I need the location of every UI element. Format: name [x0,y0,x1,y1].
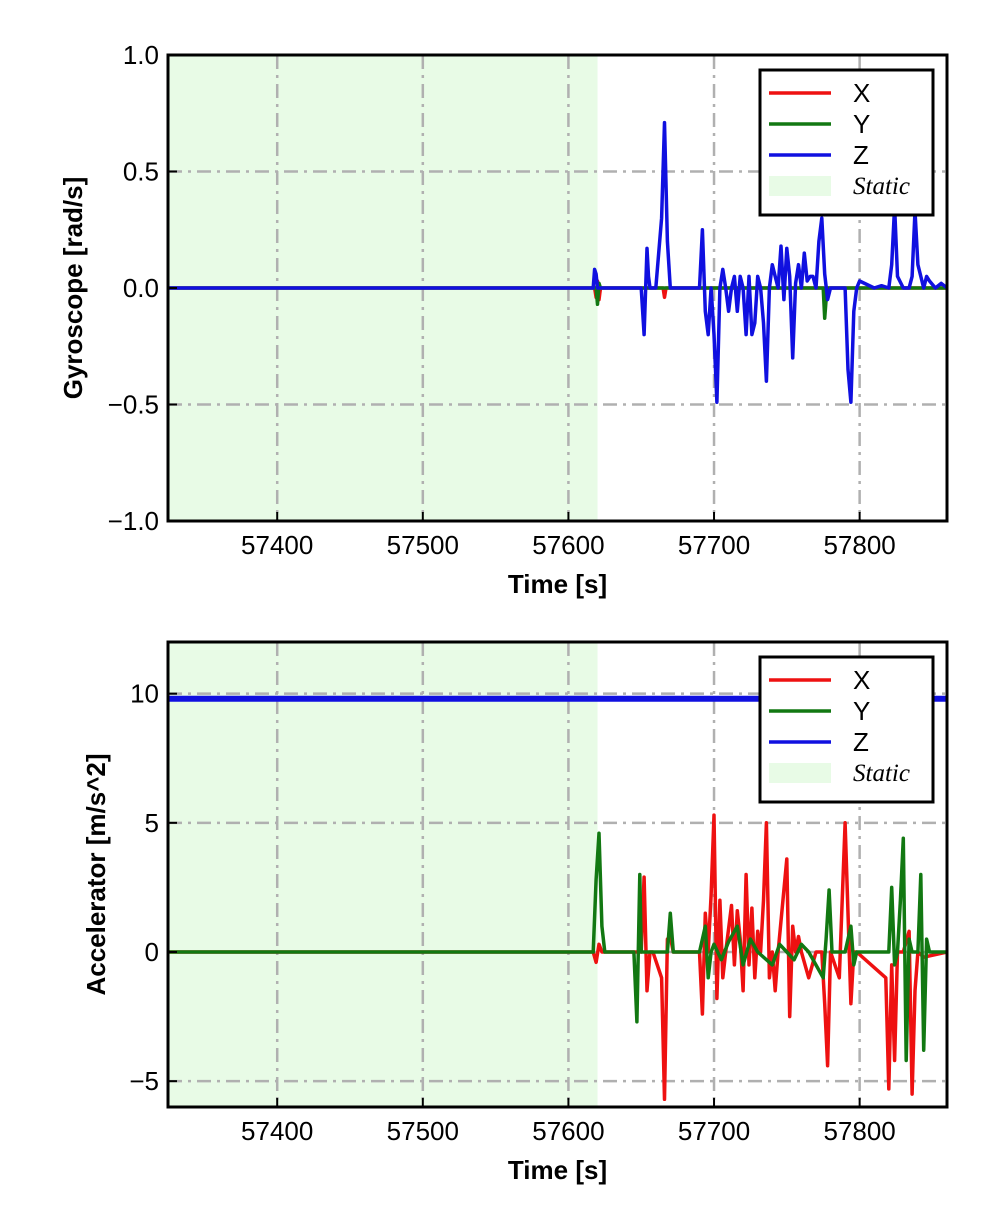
legend-label-static: Static [853,760,910,787]
plot-frame [166,640,949,1109]
y-axis-label: Accelerator [m/s^2] [81,753,111,995]
x-tick-label: 57800 [823,1116,895,1146]
series-z-line [168,120,949,404]
x-axis-label: Time [s] [508,569,607,599]
series-y-line [168,831,947,1063]
x-tick-label: 57600 [532,1116,604,1146]
static-region [168,642,598,1107]
x-tick-label: 57600 [532,530,604,560]
series-layer [168,120,949,404]
x-tick-label: 57800 [823,530,895,560]
y-tick-label: 1.0 [123,40,159,70]
tick-marks: 57400 57500 57600 57700 57800 −1.0 −0.5 0.0 0.5 1… [108,40,896,560]
x-tick-label: 57400 [241,530,313,560]
legend-label-x: X [853,78,870,108]
x-tick-label: 57700 [678,1116,750,1146]
y-tick-label: 0 [145,937,159,967]
legend-swatch-static [769,176,831,196]
x-tick-label: 57700 [678,530,750,560]
y-tick-label: −0.5 [108,390,159,420]
legend-label-x: X [853,665,870,695]
accelerometer-chart: 57400 57500 57600 57700 57800 −5 0 5 10 Time [s]… [81,640,949,1185]
series-x-line [168,813,948,1102]
gyroscope-chart: 57400 57500 57600 57700 57800 −1.0 −0.5 0.0 0.5 1… [58,40,949,599]
y-tick-label: −1.0 [108,506,159,536]
x-tick-label: 57500 [387,530,459,560]
x-tick-label: 57500 [387,1116,459,1146]
legend-label-static: Static [853,173,910,200]
legend-label-y: Y [853,109,870,139]
y-axis-label: Gyroscope [rad/s] [58,177,88,400]
legend-label-z: Z [853,140,869,170]
y-tick-label: 10 [130,679,159,709]
x-axis-label: Time [s] [508,1155,607,1185]
y-tick-label: 5 [145,808,159,838]
y-tick-label: 0.0 [123,273,159,303]
legend-swatch-static [769,763,831,783]
legend: XYZ Static [758,68,935,217]
y-tick-label: −5 [129,1066,159,1096]
legend-label-z: Z [853,727,869,757]
x-tick-label: 57400 [241,1116,313,1146]
y-tick-label: 0.5 [123,157,159,187]
tick-marks: 57400 57500 57600 57700 57800 −5 0 5 10 [129,679,895,1146]
legend: XYZ Static [758,655,935,804]
legend-label-y: Y [853,696,870,726]
